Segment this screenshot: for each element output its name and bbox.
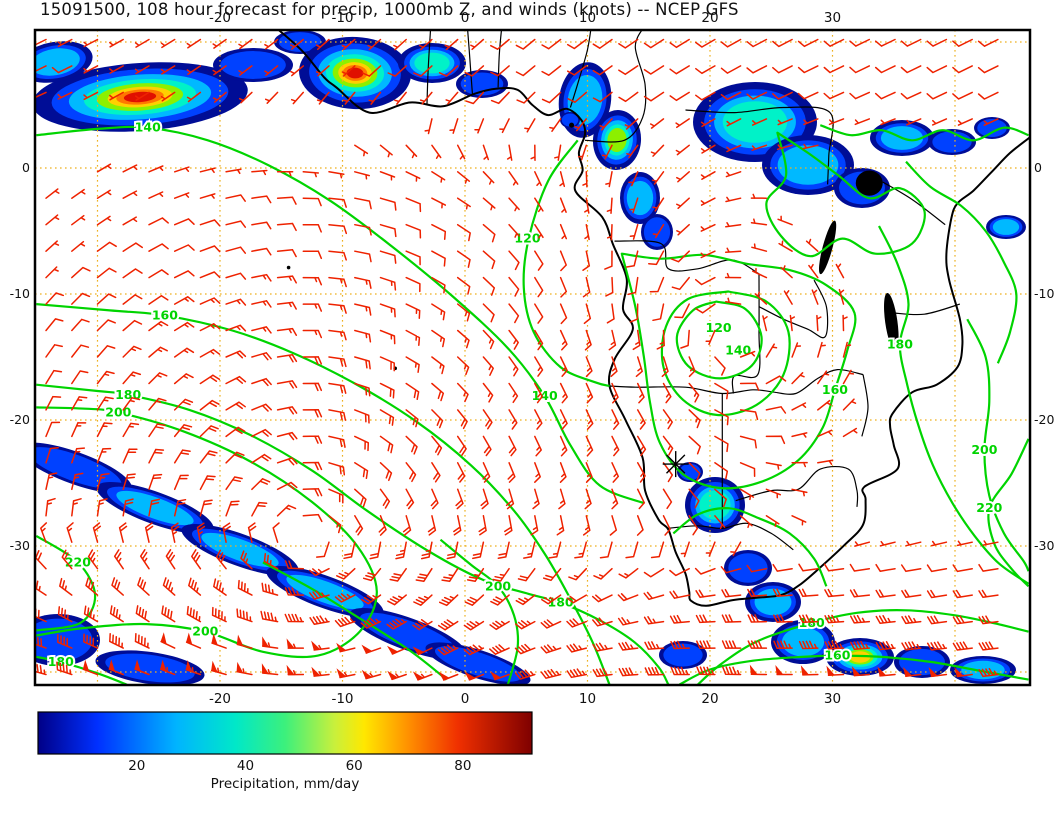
lat-tick-label-right: -10 (1034, 286, 1054, 301)
lon-tick-label-bottom: -20 (209, 691, 231, 707)
contour-label: 200 (192, 624, 218, 639)
axis-labels: -20 -20 -10 -10 0 0 10 10 20 20 30 30 0 0 -10 -10 -20 -20… (10, 10, 1055, 707)
lon-tick-label-bottom: 10 (579, 691, 596, 707)
lat-tick-label-left: -20 (10, 412, 30, 427)
lat-tick-label-left: -30 (10, 538, 30, 553)
coastline (277, 30, 1030, 607)
contour-label: 180 (887, 336, 913, 351)
contour-label: 140 (532, 388, 558, 403)
lon-tick-label-bottom: 30 (824, 691, 841, 707)
lat-tick-label-right: 0 (1034, 160, 1042, 175)
contour-label: 140 (135, 120, 161, 135)
colorbar: 20 40 60 80 Precipitation, mm/day (37, 711, 533, 792)
contour-label: 180 (48, 654, 74, 669)
colorbar-tick-label: 60 (346, 758, 363, 774)
lon-tick-label-top: 20 (701, 10, 718, 26)
grid (35, 30, 1030, 685)
lon-tick-label-top: -20 (209, 10, 231, 26)
lon-tick-label-top: 0 (461, 10, 470, 26)
lon-tick-label-bottom: 0 (461, 691, 470, 707)
contour-label: 160 (824, 648, 850, 663)
lat-tick-label-right: -30 (1034, 538, 1054, 553)
colorbar-tick-label: 40 (237, 758, 254, 774)
colorbar-tick-label: 80 (454, 758, 471, 774)
lat-tick-label-right: -20 (1034, 412, 1054, 427)
colorbar-tick-label: 20 (128, 758, 145, 774)
contour-label: 160 (152, 307, 178, 322)
contour-label: 160 (822, 382, 848, 397)
colorbar-gradient (37, 711, 533, 755)
lon-tick-label-top: -10 (331, 10, 353, 26)
lon-tick-label-bottom: -10 (331, 691, 353, 707)
lon-tick-label-top: 10 (579, 10, 596, 26)
country-borders (426, 30, 961, 551)
contour-label: 200 (971, 442, 997, 457)
page-title: 15091500, 108 hour forecast for precip, … (40, 0, 739, 19)
lon-tick-label-bottom: 20 (701, 691, 718, 707)
contour-label: 120 (514, 231, 540, 246)
contour-label: 220 (976, 500, 1002, 515)
colorbar-title: Precipitation, mm/day (211, 776, 360, 792)
lon-tick-label-top: 30 (824, 10, 841, 26)
plot-frame (33, 28, 1032, 687)
lat-tick-label-left: -10 (10, 286, 30, 301)
contour-label: 200 (485, 578, 511, 593)
contour-label: 220 (65, 554, 91, 569)
contour-label: 200 (105, 404, 131, 419)
contour-label: 140 (725, 343, 751, 358)
contour-label: 120 (706, 320, 732, 335)
location-marker (662, 451, 689, 478)
wind-barbs (35, 38, 999, 681)
lat-tick-label-left: 0 (22, 160, 30, 175)
